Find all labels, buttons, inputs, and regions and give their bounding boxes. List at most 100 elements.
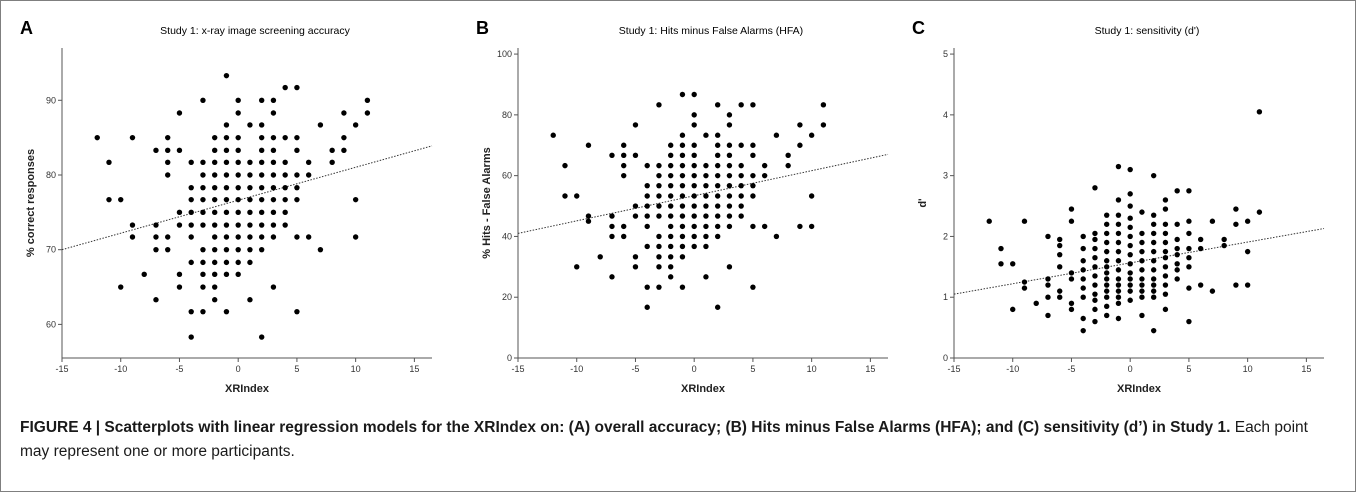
data-point	[621, 233, 627, 240]
data-point	[1233, 221, 1239, 227]
x-tick-label: -10	[570, 364, 583, 374]
data-point	[691, 162, 697, 169]
data-point	[1139, 288, 1145, 294]
data-point	[1045, 282, 1051, 288]
data-point	[188, 159, 194, 165]
panel-label: B	[476, 18, 489, 38]
data-point	[1103, 270, 1110, 276]
data-point	[223, 271, 230, 278]
data-point	[258, 159, 265, 165]
data-point	[1174, 236, 1180, 243]
data-point	[714, 132, 721, 138]
data-point	[270, 196, 277, 203]
data-point	[1150, 248, 1157, 255]
data-point	[679, 223, 686, 230]
data-point	[714, 304, 721, 310]
data-point	[1162, 197, 1169, 203]
data-point	[247, 246, 253, 253]
data-point	[1233, 282, 1239, 288]
data-point	[1021, 279, 1028, 285]
data-point	[726, 162, 733, 169]
y-tick-label: 3	[943, 171, 948, 181]
data-point	[1045, 276, 1051, 282]
data-point	[632, 254, 639, 260]
data-point	[282, 196, 288, 203]
data-point	[223, 234, 230, 240]
data-point	[1162, 273, 1169, 279]
data-point	[691, 172, 697, 179]
x-tick-label: -10	[1006, 364, 1019, 374]
data-point	[317, 122, 324, 128]
data-point	[223, 72, 230, 79]
data-point	[750, 142, 756, 148]
data-point	[294, 134, 300, 141]
regression-line	[61, 145, 433, 251]
data-point	[235, 110, 241, 116]
data-point	[667, 162, 674, 169]
data-point	[270, 110, 277, 116]
data-point	[1127, 215, 1133, 221]
data-point	[585, 213, 592, 219]
data-point	[1139, 248, 1145, 255]
data-point	[188, 196, 194, 203]
data-point	[211, 159, 218, 165]
x-tick-label: -5	[1067, 364, 1075, 374]
y-tick-label: 2	[943, 231, 948, 241]
data-point	[679, 233, 686, 240]
data-point	[656, 264, 662, 270]
data-point	[703, 172, 709, 179]
data-point	[1139, 230, 1145, 237]
chart-title: Study 1: x-ray image screening accuracy	[160, 25, 350, 37]
data-point	[1045, 294, 1051, 300]
y-axis-label: % correct responses	[25, 149, 37, 257]
data-point	[153, 246, 159, 253]
data-point	[1127, 191, 1133, 197]
data-point	[235, 259, 241, 266]
data-point	[1244, 282, 1251, 288]
data-point	[258, 334, 265, 340]
data-point	[223, 172, 230, 178]
data-point	[235, 97, 241, 103]
data-point	[282, 209, 288, 216]
data-point	[1068, 300, 1075, 306]
data-point	[679, 162, 686, 169]
x-tick-label: -15	[511, 364, 524, 374]
data-point	[562, 162, 568, 169]
y-tick-label: 100	[497, 49, 512, 59]
data-point	[1139, 258, 1145, 264]
data-point	[1174, 261, 1180, 267]
data-point	[1115, 197, 1122, 203]
data-point	[1092, 255, 1098, 261]
data-point	[691, 182, 697, 189]
data-point	[258, 122, 265, 128]
x-axis-label: XRIndex	[225, 383, 270, 395]
data-point	[211, 284, 218, 290]
data-point	[750, 223, 756, 230]
data-point	[282, 184, 288, 191]
x-axis-label: XRIndex	[681, 383, 726, 395]
data-point	[1162, 221, 1169, 227]
data-point	[703, 182, 709, 189]
data-point	[258, 97, 265, 103]
y-tick-label: 60	[502, 171, 512, 181]
data-point	[1150, 282, 1157, 288]
data-point	[1057, 236, 1063, 243]
data-point	[247, 297, 253, 303]
data-point	[1150, 294, 1157, 300]
data-point	[714, 182, 721, 189]
data-point	[176, 222, 183, 228]
data-point	[200, 271, 206, 278]
data-point	[726, 203, 733, 209]
data-point	[644, 243, 650, 250]
data-point	[1115, 239, 1122, 246]
caption-bold-text: FIGURE 4 | Scatterplots with linear regr…	[20, 419, 1231, 436]
data-point	[808, 223, 815, 230]
data-point	[1103, 282, 1110, 288]
data-point	[1057, 294, 1063, 300]
data-point	[294, 172, 300, 178]
data-point	[656, 284, 662, 290]
data-point	[1162, 248, 1169, 255]
data-point	[1139, 239, 1145, 246]
data-point	[1103, 312, 1110, 319]
data-point	[714, 152, 721, 158]
